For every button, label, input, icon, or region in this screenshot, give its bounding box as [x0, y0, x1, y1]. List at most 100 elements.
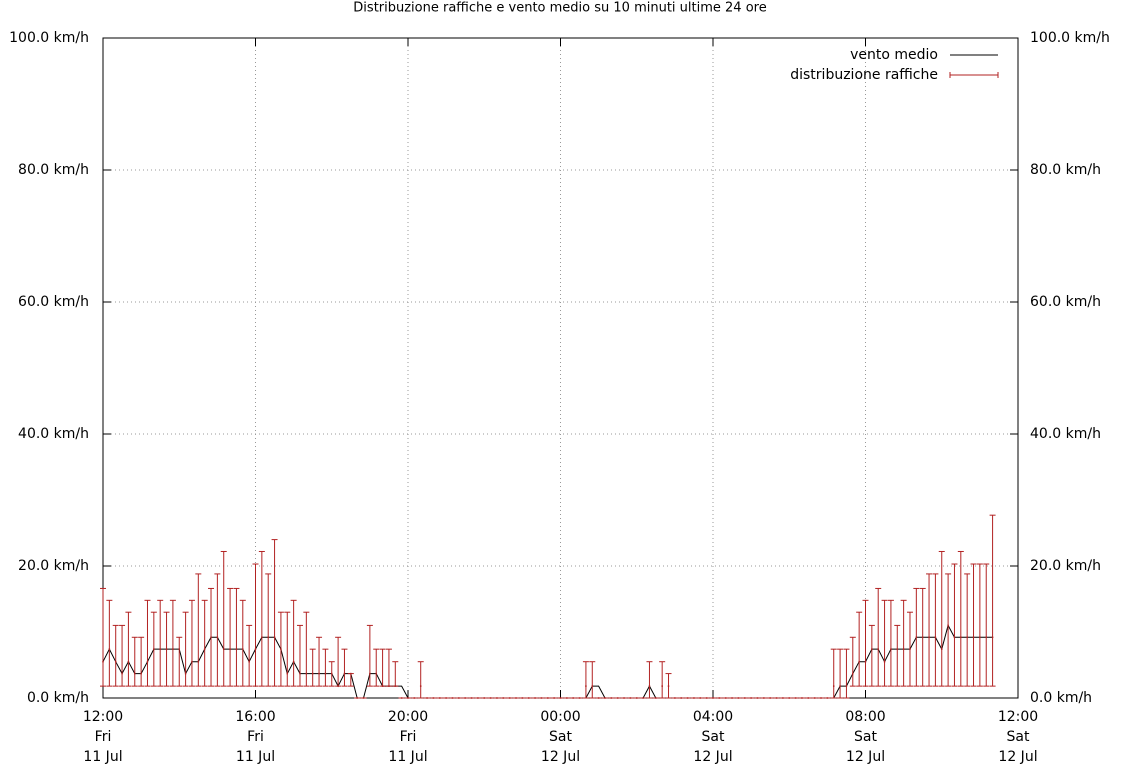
gust-point: [432, 697, 435, 699]
gust-errorbar: [201, 599, 208, 687]
gust-point: [197, 660, 200, 663]
gust-point: [705, 697, 708, 699]
gust-errorbar: [417, 661, 424, 699]
gust-point: [261, 636, 263, 639]
gust-errorbar: [119, 624, 126, 687]
gust-point: [343, 672, 346, 675]
gust-point: [674, 697, 676, 699]
gust-errorbar: [239, 599, 246, 687]
gust-point: [502, 697, 505, 699]
gust-errorbar: [341, 648, 348, 687]
y2-tick-label: 80.0 km/h: [1030, 162, 1101, 178]
gust-point: [102, 660, 104, 663]
gust-errorbar: [983, 563, 990, 687]
gust-point: [540, 697, 543, 699]
gust-point: [388, 685, 390, 687]
gust-errorbar: [875, 587, 882, 687]
gust-point: [305, 672, 308, 675]
y2-tick-label: 60.0 km/h: [1030, 294, 1101, 310]
gust-point: [445, 697, 447, 699]
gust-errorbar: [227, 587, 234, 687]
y2-tick-label: 0.0 km/h: [1030, 690, 1092, 706]
gust-point: [871, 648, 873, 650]
x-tick-label: 11 Jul: [236, 749, 275, 765]
gust-point: [642, 697, 644, 699]
gust-errorbar: [188, 599, 195, 687]
gust-errorbar: [385, 648, 392, 687]
gust-point: [782, 697, 784, 699]
gust-errorbar: [182, 611, 189, 687]
gust-errorbar: [157, 599, 164, 687]
gust-point: [248, 660, 250, 663]
gust-point: [140, 672, 142, 675]
gust-point: [750, 697, 752, 699]
gust-point: [318, 672, 320, 675]
gust-point: [661, 685, 663, 687]
gust-point: [527, 697, 530, 699]
gust-point: [299, 672, 301, 675]
gust-point: [979, 636, 981, 639]
legend-label: vento medio: [850, 47, 938, 63]
gust-point: [667, 685, 670, 687]
gust-errorbar: [976, 563, 983, 687]
x-tick-label: 16:00: [235, 709, 275, 725]
gust-point: [813, 697, 816, 699]
gust-point: [426, 697, 428, 699]
gust-point: [941, 648, 943, 650]
gust-point: [108, 648, 111, 650]
gust-point: [216, 636, 219, 639]
x-tick-label: Fri: [247, 729, 264, 745]
gust-point: [616, 697, 619, 699]
gust-point: [960, 636, 962, 639]
gust-point: [896, 648, 899, 650]
gust-point: [496, 697, 498, 699]
gust-point: [718, 697, 721, 699]
gust-point: [362, 697, 365, 699]
gust-point: [756, 697, 759, 699]
gust-errorbar: [900, 599, 907, 687]
gust-point: [680, 697, 682, 699]
gust-point: [852, 672, 854, 675]
gust-errorbar: [582, 661, 589, 699]
gust-point: [648, 685, 651, 687]
chart-title: Distribuzione raffiche e vento medio su …: [353, 1, 766, 16]
plot-frame: [102, 37, 1019, 699]
gust-point: [655, 697, 657, 699]
x-tick-label: 08:00: [845, 709, 885, 725]
gust-point: [508, 697, 511, 699]
gust-errorbar: [176, 636, 183, 687]
gust-point: [985, 636, 987, 639]
gust-point: [610, 697, 613, 699]
gust-point: [280, 648, 282, 650]
gust-errorbar: [392, 661, 399, 687]
gust-point: [146, 660, 149, 663]
gust-point: [210, 636, 212, 639]
gust-point: [686, 697, 689, 699]
legend-label: distribuzione raffiche: [790, 67, 938, 83]
x-tick-label: Sat: [549, 729, 572, 745]
gust-point: [439, 697, 441, 699]
gust-errorbar: [849, 636, 856, 687]
gust-errorbar: [589, 661, 596, 699]
gust-errorbar: [233, 587, 240, 687]
gust-point: [483, 697, 485, 699]
gust-point: [909, 648, 911, 650]
gust-point: [534, 697, 536, 699]
gust-errorbar: [646, 661, 653, 699]
gust-errorbar: [303, 611, 310, 687]
gust-point: [286, 672, 289, 675]
x-tick-label: 12:00: [83, 709, 123, 725]
gust-errorbar: [887, 599, 894, 687]
gust-point: [464, 697, 466, 699]
gust-point: [381, 685, 384, 687]
gust-errorbar: [335, 636, 342, 687]
gust-point: [159, 648, 161, 650]
gust-point: [737, 697, 740, 699]
y-tick-label: 80.0 km/h: [18, 162, 89, 178]
y2-tick-label: 100.0 km/h: [1030, 30, 1110, 46]
gust-point: [744, 697, 746, 699]
gust-point: [845, 685, 848, 687]
gust-errorbar: [957, 550, 964, 687]
gust-point: [153, 648, 155, 650]
